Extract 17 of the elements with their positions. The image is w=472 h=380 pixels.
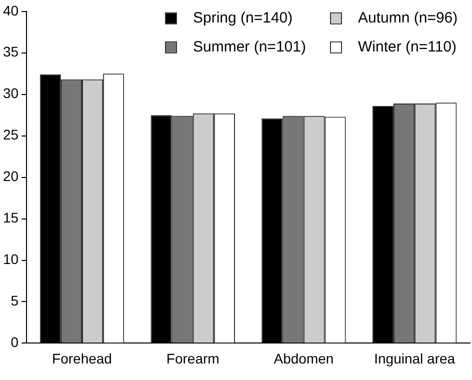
y-tick-label: 10 <box>2 251 19 268</box>
x-tick-label: Inguinal area <box>374 350 456 366</box>
y-tick-label: 40 <box>2 2 19 18</box>
legend-label: Winter (n=110) <box>358 38 457 56</box>
y-tick-label: 25 <box>2 126 19 143</box>
x-tick-label: Forearm <box>166 350 220 366</box>
x-tick-label: Abdomen <box>274 350 334 366</box>
y-tick-label: 0 <box>10 334 19 350</box>
y-tick-label: 15 <box>2 210 19 226</box>
y-tick-label: 35 <box>2 44 19 60</box>
y-tick-label: 5 <box>10 292 19 309</box>
legend-label: Autumn (n=96) <box>358 10 458 27</box>
y-tick-label: 20 <box>2 168 19 184</box>
legend-label: Spring (n=140) <box>193 10 293 27</box>
legend-label: Summer (n=101) <box>193 38 306 56</box>
y-tick-label: 30 <box>2 85 19 102</box>
x-tick-label: Forehead <box>52 350 112 366</box>
